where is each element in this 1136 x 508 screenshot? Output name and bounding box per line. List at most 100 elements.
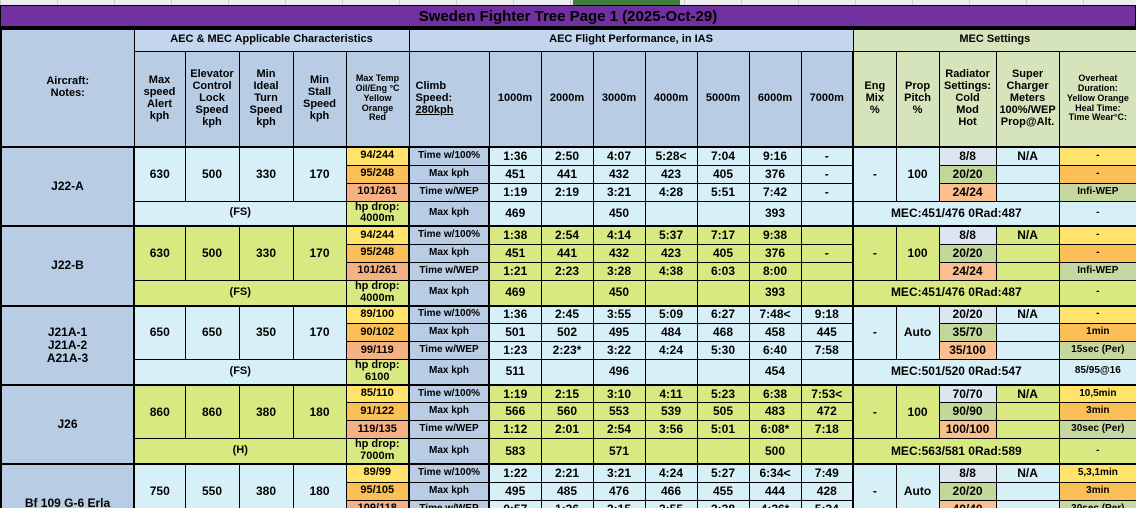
supercharger [995, 323, 1060, 342]
supercharger: N/A [995, 146, 1060, 166]
perf-value: 3:56 [644, 420, 698, 440]
radiator-setting: 20/20 [938, 481, 997, 501]
perf-value: 511 [488, 358, 542, 386]
perf-value: 7:53< [800, 383, 854, 404]
supercharger [995, 243, 1060, 263]
table-row: J22-B 630 500 330 170 94/244 Time w/100% 1:38 2:… [0, 225, 1136, 307]
overheat-duration: - [1058, 225, 1136, 245]
perf-value: 469 [488, 200, 542, 227]
perf-row-label: Max kph [408, 164, 490, 184]
radiator-setting: 8/8 [938, 225, 997, 245]
perf-value: 495 [592, 323, 646, 342]
fs-row: (FS) hp drop: 4000m Max kph 469 450 393 MEC:45… [1, 200, 1136, 227]
max-temp-limit: 91/122 [345, 402, 410, 422]
perf-value: 4:07 [592, 146, 646, 166]
eng-mix: - [852, 463, 897, 508]
fs-row: (H) hp drop: 7000m Max kph 583 571 500 MEC:563… [1, 438, 1136, 465]
perf-value: 476 [592, 481, 646, 501]
max-temp-limit: 95/105 [345, 481, 410, 501]
perf-row-label: Max kph [408, 200, 490, 227]
perf-value: 4:11 [644, 383, 698, 404]
max-temp-limit: 94/244 [345, 146, 410, 166]
perf-value: 3:28 [592, 261, 646, 281]
min-stall-speed: 180 [292, 383, 347, 440]
perf-value: 9:18 [800, 304, 854, 324]
perf-value: 6:34< [748, 463, 802, 483]
prop-pitch: 100 [895, 225, 940, 281]
perf-value: 1:36 [488, 304, 542, 324]
perf-value [540, 279, 594, 307]
perf-value: 4:28 [644, 182, 698, 202]
perf-value: 3:21 [592, 463, 646, 483]
min-stall-speed: 180 [292, 463, 347, 508]
perf-value [800, 225, 854, 245]
radiator-setting: 8/8 [938, 463, 997, 483]
elevator-lock-speed: 500 [184, 146, 240, 202]
overheat-duration: 3min [1058, 481, 1136, 501]
min-stall-speed: 170 [292, 225, 347, 281]
max-speed-alert: 650 [133, 304, 186, 360]
perf-value: 560 [540, 402, 594, 422]
perf-row-label: Time w/WEP [408, 499, 490, 508]
perf-value: 444 [748, 481, 802, 501]
elevator-lock-speed: 860 [184, 383, 240, 440]
perf-value [800, 261, 854, 281]
perf-value: 376 [748, 243, 802, 263]
prop-pitch: 100 [895, 383, 940, 440]
perf-value: 4:26* [748, 499, 802, 508]
max-temp-limit: 89/100 [345, 304, 410, 324]
perf-value: 1:36 [488, 146, 542, 166]
perf-value [644, 358, 698, 386]
perf-value: 5:37 [644, 225, 698, 245]
supercharger: N/A [995, 225, 1060, 245]
fs-overheat: - [1058, 438, 1136, 465]
prop-pitch: Auto [895, 304, 940, 360]
perf-value: 539 [644, 402, 698, 422]
perf-value: 7:49 [800, 463, 854, 483]
perf-value: 451 [488, 164, 542, 184]
header-altitude-7000m: 7000m [800, 50, 854, 148]
table-row: 101/261 Time w/WEP 1:21 2:23 3:28 4:38 6:03 8:0… [1, 261, 1136, 281]
perf-value: 566 [488, 402, 542, 422]
fs-note: (FS) [133, 200, 347, 227]
perf-value: 450 [592, 200, 646, 227]
table-row: 95/248 Max kph 451 441 432 423 405 376-20/20- [1, 164, 1136, 184]
perf-value [644, 200, 698, 227]
overheat-duration: - [1058, 146, 1136, 166]
perf-value: 428 [800, 481, 854, 501]
perf-value [540, 200, 594, 227]
perf-value: 2:45 [540, 304, 594, 324]
perf-value: 1:36 [540, 499, 594, 508]
perf-value: 1:22 [488, 463, 542, 483]
perf-value [800, 358, 854, 386]
radiator-setting: 20/20 [938, 243, 997, 263]
aircraft-name: J22-A [0, 145, 135, 227]
perf-row-label: Time w/100% [408, 383, 490, 404]
perf-value: 505 [696, 402, 750, 422]
max-speed-alert: 750 [133, 463, 186, 508]
perf-value: 472 [800, 402, 854, 422]
perf-value: 2:23* [540, 341, 594, 360]
perf-value: 583 [488, 438, 542, 465]
table-body: J22-A 630 500 330 170 94/244 Time w/100% 1:36 2:… [0, 145, 1136, 508]
perf-value: 484 [644, 323, 698, 342]
group-performance: AEC Flight Performance, in IAS [408, 28, 854, 52]
perf-value: 5:27 [696, 463, 750, 483]
perf-value: 451 [488, 243, 542, 263]
supercharger [995, 164, 1060, 184]
header-climb-speed: Climb Speed: 280kph [408, 50, 490, 148]
perf-row-label: Time w/100% [408, 304, 490, 324]
perf-value: 4:14 [592, 225, 646, 245]
fs-note: (FS) [133, 279, 347, 307]
perf-value [696, 438, 750, 465]
perf-row-label: Time w/WEP [408, 182, 490, 202]
perf-value: 393 [748, 279, 802, 307]
perf-value: 495 [488, 481, 542, 501]
header-altitude-2000m: 2000m [540, 50, 594, 148]
perf-row-label: Time w/WEP [408, 420, 490, 440]
perf-value: 393 [748, 200, 802, 227]
perf-value: 469 [488, 279, 542, 307]
supercharger: N/A [995, 383, 1060, 404]
min-stall-speed: 170 [292, 304, 347, 360]
